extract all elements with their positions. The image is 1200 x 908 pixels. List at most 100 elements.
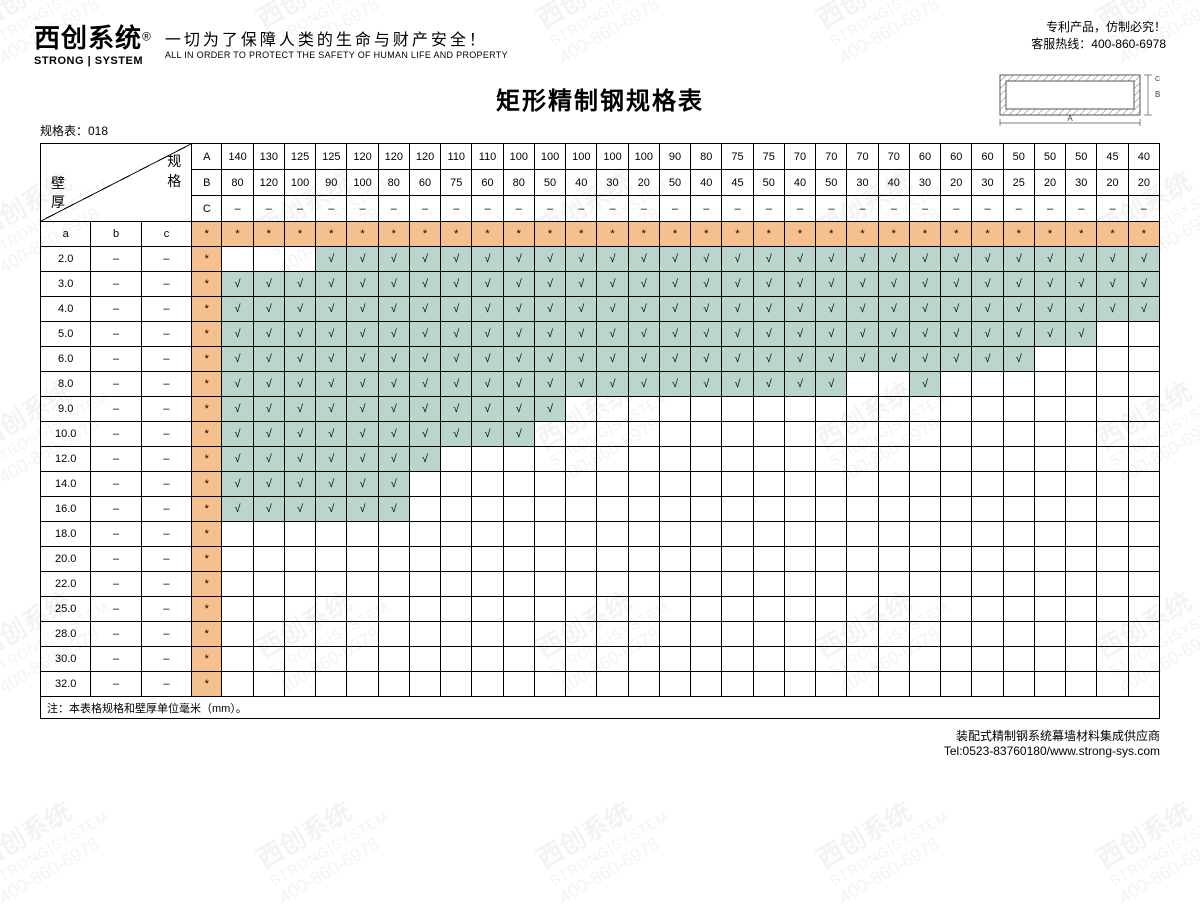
cell-4-18: √ — [753, 347, 784, 372]
spec-b-28: 20 — [1097, 170, 1128, 196]
wall-c-2: – — [141, 297, 191, 322]
cell-3-2: √ — [253, 322, 284, 347]
cell-8-12 — [566, 447, 597, 472]
cell-9-30 — [1128, 472, 1159, 497]
col-label-c: C — [192, 196, 222, 222]
spec-c-26: – — [1034, 196, 1065, 222]
cell-4-1: √ — [222, 347, 253, 372]
spec-b-19: 50 — [816, 170, 847, 196]
cell-4-26: √ — [1003, 347, 1034, 372]
cell-8-21 — [847, 447, 878, 472]
cell-2-16: √ — [691, 297, 722, 322]
cell-17-19 — [784, 672, 815, 697]
cell-11-29 — [1097, 522, 1128, 547]
cell-0-17: √ — [722, 247, 753, 272]
header-right: 专利产品，仿制必究！ 客服热线：400-860-6978 — [1031, 18, 1166, 67]
spec-b-20: 30 — [847, 170, 878, 196]
cell-16-13 — [597, 647, 628, 672]
wall-b-1: – — [91, 272, 141, 297]
cell-12-23 — [909, 547, 940, 572]
header-right-l1: 专利产品，仿制必究！ — [1031, 18, 1166, 35]
cell-0-8: √ — [441, 247, 472, 272]
wall-a-0: 2.0 — [41, 247, 91, 272]
star-col-27: * — [1066, 222, 1097, 247]
cell-4-3: √ — [284, 347, 315, 372]
spec-c-8: – — [472, 196, 503, 222]
cell-2-18: √ — [753, 297, 784, 322]
logo-cn: 西创系统 — [34, 23, 142, 53]
cell-1-9: √ — [472, 272, 503, 297]
cell-16-7 — [409, 647, 440, 672]
cell-7-17 — [722, 422, 753, 447]
cell-7-14 — [628, 422, 659, 447]
cell-10-13 — [597, 497, 628, 522]
cell-1-29: √ — [1097, 272, 1128, 297]
cell-13-10 — [503, 572, 534, 597]
cell-4-28 — [1066, 347, 1097, 372]
cell-12-27 — [1034, 547, 1065, 572]
spec-a-22: 60 — [909, 144, 940, 170]
cell-12-16 — [691, 547, 722, 572]
cell-1-24: √ — [941, 272, 972, 297]
cell-3-4: √ — [316, 322, 347, 347]
cell-0-2 — [253, 247, 284, 272]
cell-17-27 — [1034, 672, 1065, 697]
cell-6-14 — [628, 397, 659, 422]
cell-7-4: √ — [316, 422, 347, 447]
cell-6-10: √ — [503, 397, 534, 422]
spec-b-18: 40 — [784, 170, 815, 196]
row-star-17: * — [192, 672, 222, 697]
star-col-23: * — [941, 222, 972, 247]
cell-8-26 — [1003, 447, 1034, 472]
cell-2-10: √ — [503, 297, 534, 322]
cell-5-10: √ — [503, 372, 534, 397]
cell-12-5 — [347, 547, 378, 572]
spec-b-17: 50 — [753, 170, 784, 196]
cell-0-5: √ — [347, 247, 378, 272]
cell-1-20: √ — [816, 272, 847, 297]
cell-17-16 — [691, 672, 722, 697]
cell-2-21: √ — [847, 297, 878, 322]
cell-13-21 — [847, 572, 878, 597]
cell-8-1: √ — [222, 447, 253, 472]
cell-15-28 — [1066, 622, 1097, 647]
cell-7-19 — [784, 422, 815, 447]
wall-b-17: – — [91, 672, 141, 697]
cell-9-28 — [1066, 472, 1097, 497]
cell-17-7 — [409, 672, 440, 697]
cell-2-22: √ — [878, 297, 909, 322]
cell-17-15 — [659, 672, 690, 697]
cell-5-25 — [972, 372, 1003, 397]
cell-5-18: √ — [753, 372, 784, 397]
spec-a-7: 110 — [441, 144, 472, 170]
cell-7-16 — [691, 422, 722, 447]
cell-6-27 — [1034, 397, 1065, 422]
cell-2-11: √ — [534, 297, 565, 322]
cell-4-2: √ — [253, 347, 284, 372]
cell-4-5: √ — [347, 347, 378, 372]
cell-16-15 — [659, 647, 690, 672]
cell-7-9: √ — [472, 422, 503, 447]
cell-3-10: √ — [503, 322, 534, 347]
cell-3-18: √ — [753, 322, 784, 347]
cell-15-22 — [878, 622, 909, 647]
cell-7-11 — [534, 422, 565, 447]
cell-3-16: √ — [691, 322, 722, 347]
wall-a-11: 18.0 — [41, 522, 91, 547]
cell-16-18 — [753, 647, 784, 672]
cell-12-22 — [878, 547, 909, 572]
cell-7-1: √ — [222, 422, 253, 447]
cell-16-28 — [1066, 647, 1097, 672]
cell-6-8: √ — [441, 397, 472, 422]
cell-6-13 — [597, 397, 628, 422]
svg-text:C: C — [1155, 76, 1160, 83]
spec-b-16: 45 — [722, 170, 753, 196]
wall-a-13: 22.0 — [41, 572, 91, 597]
cell-12-14 — [628, 547, 659, 572]
cell-1-21: √ — [847, 272, 878, 297]
cell-7-6: √ — [378, 422, 409, 447]
svg-text:A: A — [1067, 114, 1073, 123]
cell-11-12 — [566, 522, 597, 547]
star-col-11: * — [566, 222, 597, 247]
cell-8-17 — [722, 447, 753, 472]
